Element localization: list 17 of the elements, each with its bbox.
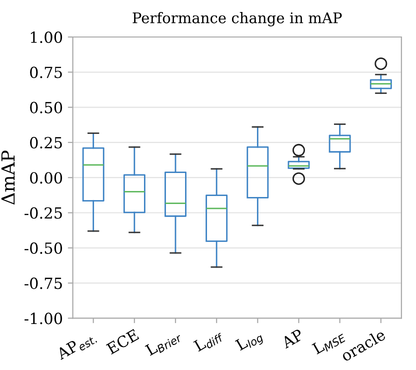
y-tick-label: 0.00 xyxy=(30,172,62,184)
y-tick-label: -1.00 xyxy=(24,312,62,324)
x-tick-label: AP$_{est.}$ xyxy=(56,330,98,362)
y-tick-label: -0.25 xyxy=(24,207,62,219)
y-tick-label: -0.50 xyxy=(24,242,62,254)
x-tick-label: L$_{log}$ xyxy=(234,328,265,355)
x-tick-label: L$_{diff}$ xyxy=(193,328,224,354)
y-tick-label: 1.00 xyxy=(30,31,62,44)
x-tick-label: AP xyxy=(280,328,304,349)
y-tick-label: 0.50 xyxy=(30,102,62,114)
y-axis-title: ΔmAP xyxy=(1,150,15,205)
y-tick-label: 0.75 xyxy=(30,66,62,78)
chart-title: Performance change in mAP xyxy=(132,12,342,26)
y-tick-label: 0.25 xyxy=(30,136,62,148)
y-tick-label: -0.75 xyxy=(24,278,62,290)
x-tick-label: L$_{Brier}$ xyxy=(144,328,183,358)
x-tick-label: ECE xyxy=(106,328,140,355)
